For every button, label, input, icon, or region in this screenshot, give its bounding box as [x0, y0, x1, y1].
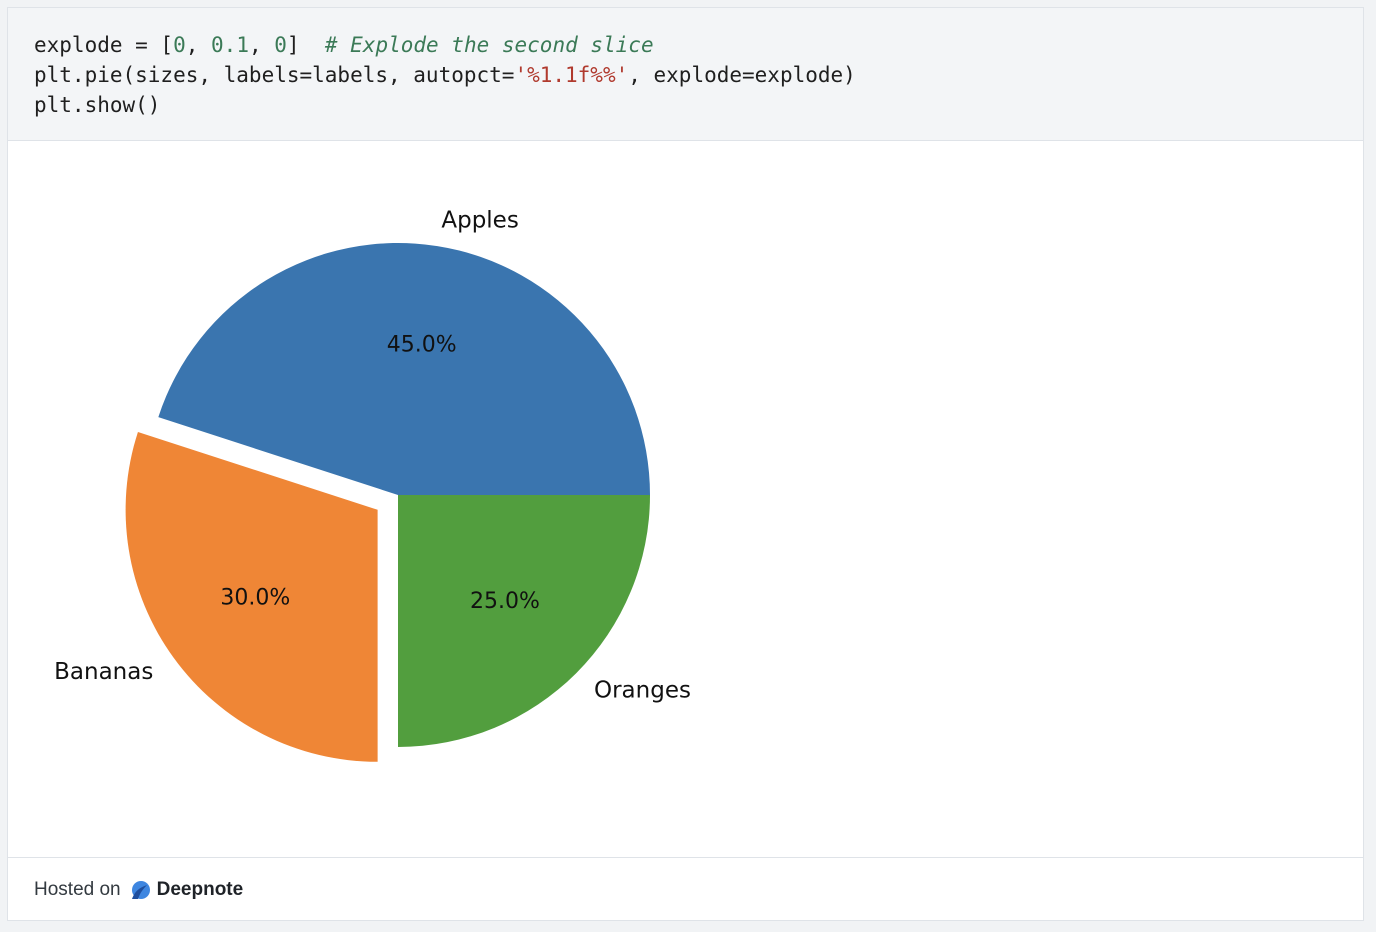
- notebook-cell: explode = [0, 0.1, 0] # Explode the seco…: [7, 7, 1364, 921]
- pie-slice-oranges: [398, 495, 650, 747]
- code-text: , explode=explode): [628, 63, 856, 87]
- code-line-3: plt.show(): [34, 93, 161, 117]
- code-comment: # Explode the second slice: [324, 33, 654, 57]
- code-string: '%1.1f%%': [514, 63, 629, 87]
- code-text: plt.pie(sizes, labels=labels, autopct=: [34, 63, 515, 87]
- deepnote-logo-icon[interactable]: [129, 879, 151, 901]
- code-text: ,: [185, 33, 212, 57]
- code-block[interactable]: explode = [0, 0.1, 0] # Explode the seco…: [8, 8, 1363, 141]
- deepnote-brand-link[interactable]: Deepnote: [156, 879, 244, 900]
- cell-output: 45.0% Apples 30.0% Bananas 25.0% Oranges: [8, 141, 1363, 857]
- footer: Hosted on Deepnote: [8, 857, 1363, 922]
- pie-pct-label: 25.0%: [470, 589, 540, 614]
- code-number: 0: [173, 33, 186, 57]
- code-line-2: plt.pie(sizes, labels=labels, autopct='%…: [34, 60, 1363, 90]
- pie-chart: 45.0% Apples 30.0% Bananas 25.0% Oranges: [54, 208, 691, 762]
- pie-pct-label: 45.0%: [387, 333, 457, 358]
- pie-slice-bananas: [125, 431, 378, 762]
- pie-slice-apples: [158, 243, 651, 495]
- pie-category-label: Oranges: [594, 678, 691, 704]
- code-number: 0.1: [211, 33, 249, 57]
- code-text: explode = [: [34, 33, 174, 57]
- code-text: ]: [286, 33, 300, 57]
- pie-pct-label: 30.0%: [220, 586, 290, 611]
- hosted-on-text: Hosted on: [34, 879, 121, 900]
- pie-category-label: Apples: [441, 208, 518, 234]
- code-line-1: explode = [0, 0.1, 0] # Explode the seco…: [34, 30, 1363, 60]
- code-text: ,: [248, 33, 275, 57]
- pie-category-label: Bananas: [54, 659, 153, 685]
- code-text: [300, 33, 325, 57]
- code-number: 0: [274, 33, 287, 57]
